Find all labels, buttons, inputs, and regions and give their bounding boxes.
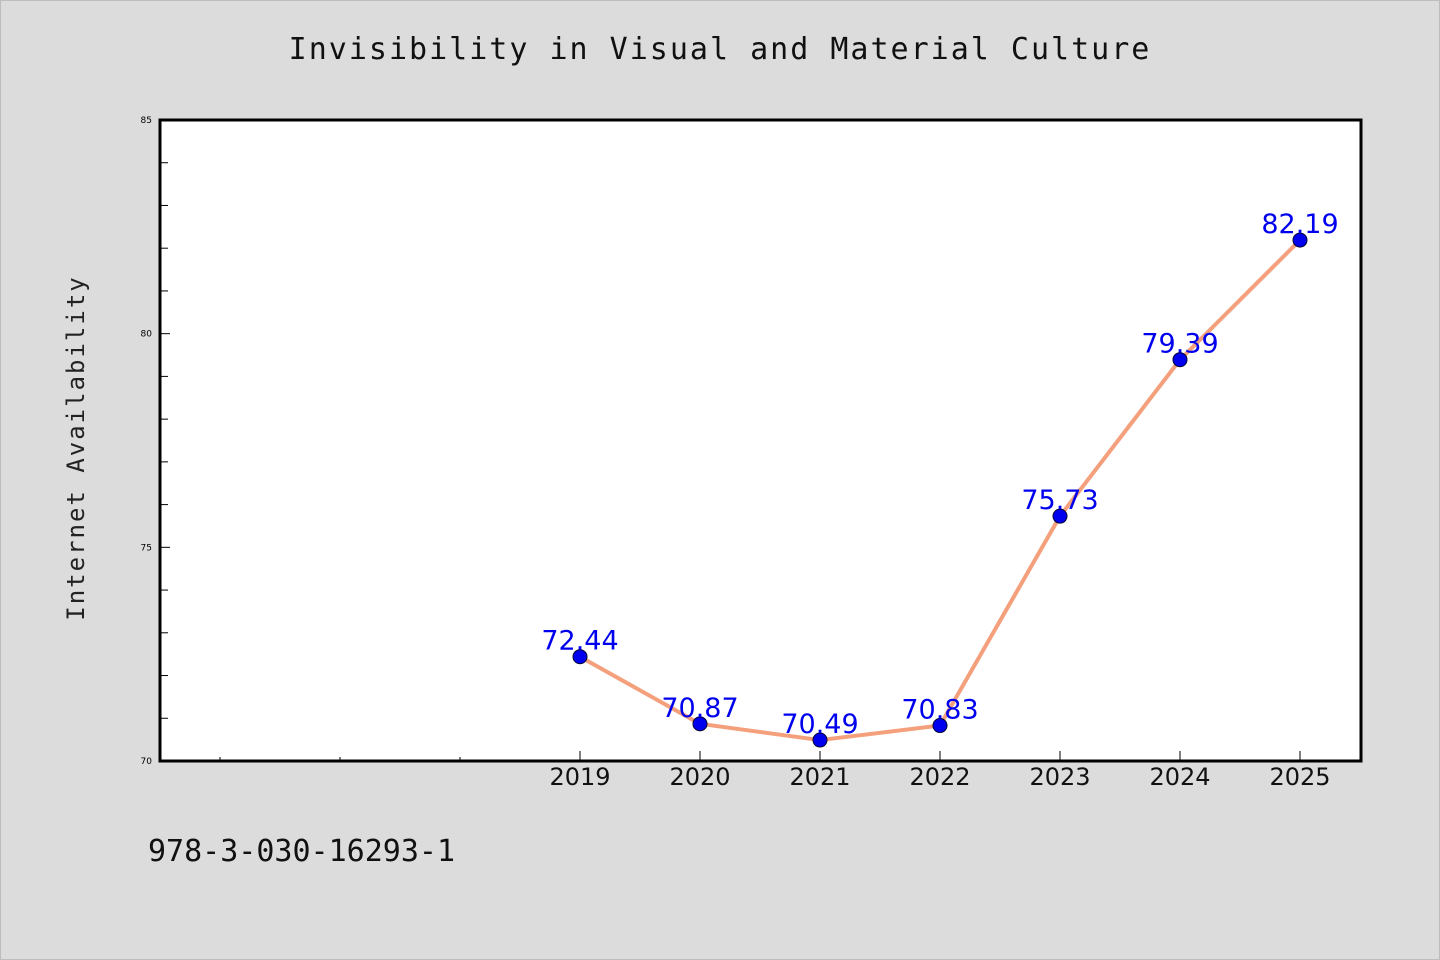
data-label: 70.87 [661, 693, 738, 724]
data-label: 72.44 [541, 626, 618, 657]
x-tick-label: 2020 [669, 763, 730, 791]
data-point [1292, 232, 1308, 248]
footer-code: 978-3-030-16293-1 [148, 834, 456, 869]
data-point [812, 732, 828, 748]
chart-title: Invisibility in Visual and Material Cult… [288, 32, 1152, 67]
y-tick-label: 75 [141, 543, 152, 553]
x-tick-label: 2025 [1269, 763, 1330, 791]
data-label: 70.49 [781, 709, 858, 740]
x-tick-label: 2024 [1149, 763, 1210, 791]
plot-area [160, 120, 1361, 761]
data-label: 79.39 [1141, 329, 1218, 360]
y-tick-label: 85 [141, 116, 152, 126]
y-tick-label: 70 [141, 757, 153, 767]
data-point [572, 649, 588, 665]
data-point [1052, 508, 1068, 524]
data-point [1172, 352, 1188, 368]
data-label: 75.73 [1021, 485, 1098, 516]
data-label: 82.19 [1261, 209, 1338, 240]
x-tick-label: 2019 [549, 763, 610, 791]
x-tick-label: 2022 [909, 763, 970, 791]
y-tick-label: 80 [141, 330, 153, 340]
x-tick-label: 2023 [1029, 763, 1090, 791]
plot-border [158, 118, 1363, 763]
data-point [932, 718, 948, 734]
data-point [692, 716, 708, 732]
data-label: 70.83 [901, 695, 978, 726]
x-tick-label: 2021 [789, 763, 850, 791]
